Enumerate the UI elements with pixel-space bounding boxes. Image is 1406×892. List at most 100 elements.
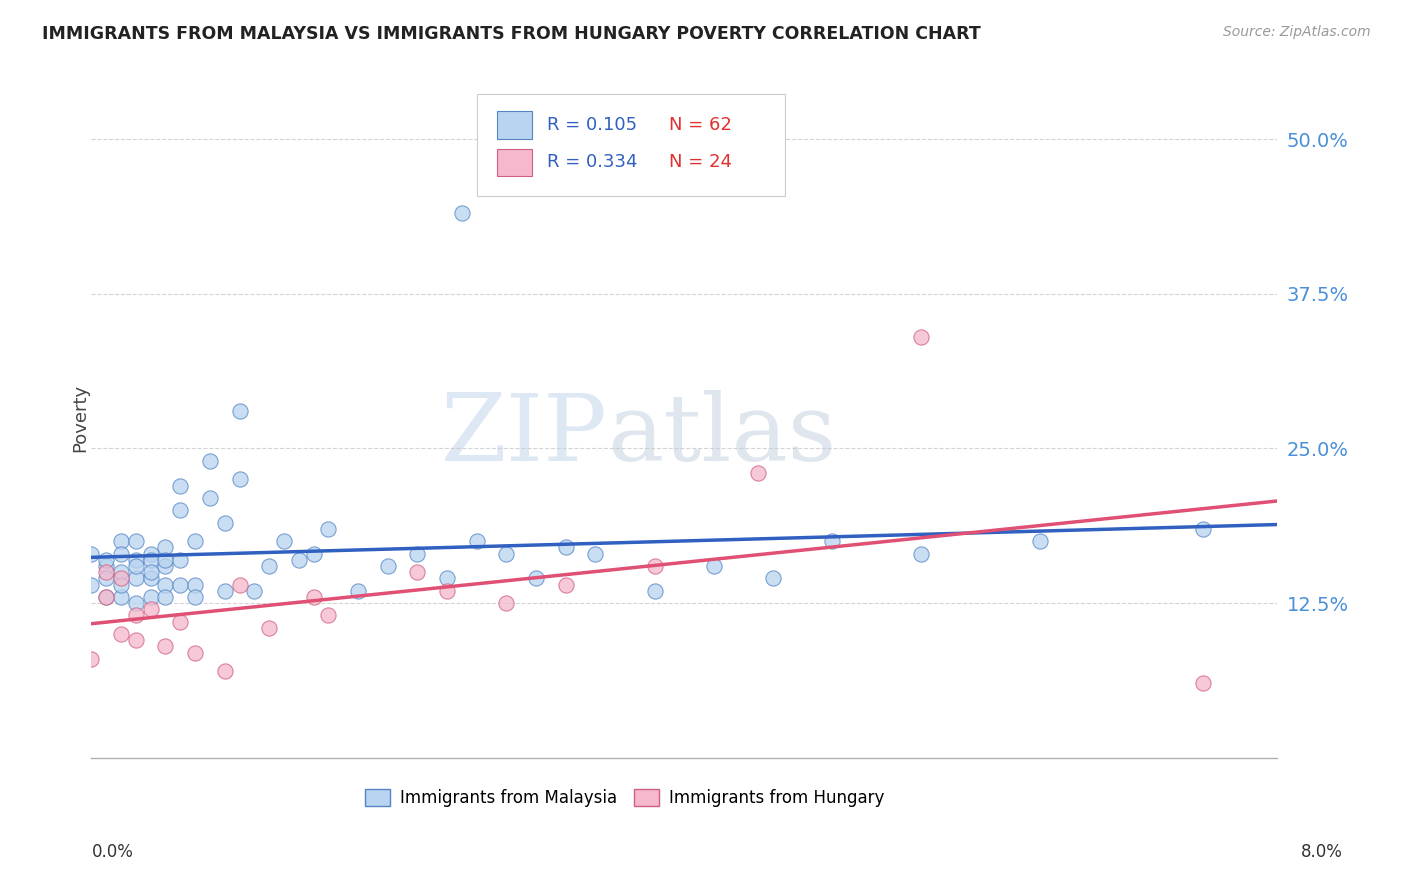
Point [96,565,118,579]
Point [155,553,177,567]
Point [80,651,103,665]
Point [139,571,162,585]
Point [198,454,221,468]
Point [155,541,177,555]
Point [96,571,118,585]
Text: 8.0%: 8.0% [1301,843,1343,861]
Point [214,516,236,530]
Point [125,553,148,567]
Point [406,565,429,579]
FancyBboxPatch shape [477,95,785,196]
Point [436,571,458,585]
Point [155,640,177,654]
Point [184,534,207,549]
Point [243,583,266,598]
Text: IMMIGRANTS FROM MALAYSIA VS IMMIGRANTS FROM HUNGARY POVERTY CORRELATION CHART: IMMIGRANTS FROM MALAYSIA VS IMMIGRANTS F… [42,25,981,43]
Point [644,583,666,598]
Text: atlas: atlas [607,390,837,480]
Point [110,547,132,561]
Point [139,547,162,561]
Point [436,583,458,598]
Point [139,565,162,579]
Point [257,621,280,635]
Point [406,547,429,561]
Point [110,534,132,549]
Point [125,571,148,585]
Point [169,615,191,629]
Point [910,547,932,561]
Point [96,590,118,604]
Point [495,547,517,561]
Point [125,608,148,623]
Point [554,577,576,591]
Point [169,503,191,517]
Text: R = 0.105: R = 0.105 [547,116,637,134]
Point [214,664,236,678]
Point [302,590,325,604]
Point [1029,534,1052,549]
Point [644,558,666,573]
Point [110,565,132,579]
Text: N = 24: N = 24 [669,153,731,171]
Point [96,590,118,604]
Point [910,330,932,344]
Point [1192,522,1215,536]
Point [273,534,295,549]
Point [228,472,250,486]
Point [110,627,132,641]
Text: R = 0.334: R = 0.334 [547,153,637,171]
Point [110,590,132,604]
Point [318,608,340,623]
Point [139,553,162,567]
Point [214,583,236,598]
Text: 0.0%: 0.0% [91,843,134,861]
Point [583,547,606,561]
FancyBboxPatch shape [496,112,533,138]
Point [139,602,162,616]
Point [465,534,488,549]
Point [155,590,177,604]
Point [821,534,844,549]
Point [288,553,311,567]
Point [228,404,250,418]
Point [524,571,547,585]
Point [228,577,250,591]
Point [125,596,148,610]
Point [155,558,177,573]
Point [450,206,472,220]
Point [96,553,118,567]
Point [347,583,370,598]
Point [495,596,517,610]
Point [554,541,576,555]
Y-axis label: Poverty: Poverty [72,384,89,451]
Point [184,646,207,660]
Point [80,547,103,561]
Text: N = 62: N = 62 [669,116,731,134]
Point [80,577,103,591]
Point [257,558,280,573]
FancyBboxPatch shape [496,149,533,176]
Point [155,577,177,591]
Point [169,553,191,567]
Text: Source: ZipAtlas.com: Source: ZipAtlas.com [1223,25,1371,39]
Point [125,633,148,648]
Point [169,478,191,492]
Point [762,571,785,585]
Point [110,571,132,585]
Point [302,547,325,561]
Text: ZIP: ZIP [440,390,607,480]
Point [318,522,340,536]
Point [125,534,148,549]
Point [110,577,132,591]
Point [125,558,148,573]
Point [184,577,207,591]
Point [169,577,191,591]
Point [139,590,162,604]
Point [1192,676,1215,690]
Point [184,590,207,604]
Point [96,558,118,573]
Point [747,466,769,480]
Point [198,491,221,505]
Point [703,558,725,573]
Point [377,558,399,573]
